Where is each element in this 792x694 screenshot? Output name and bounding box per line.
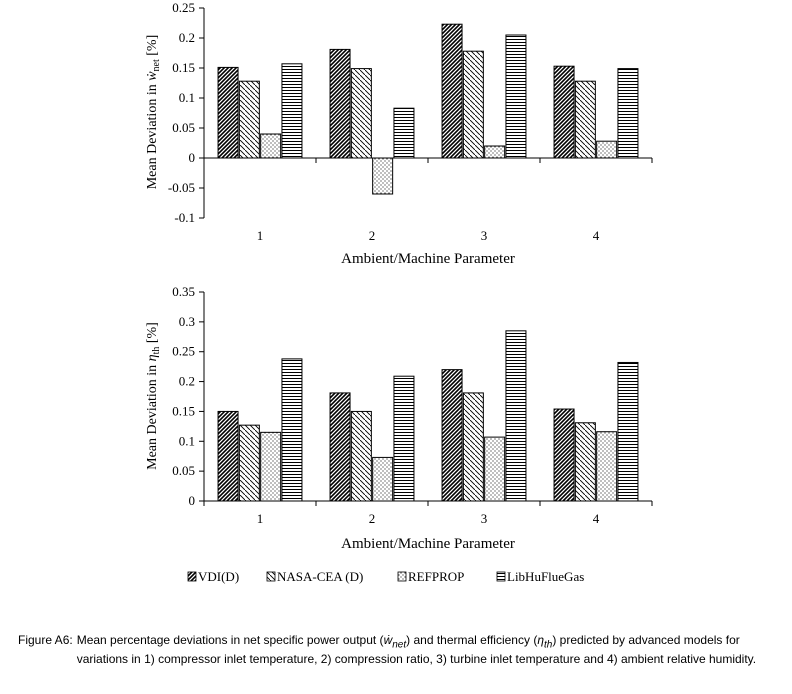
chart-eta-y-tick-label: 0.2 <box>179 374 195 389</box>
chart-eta-x-ticks: 1 2 3 4 <box>203 501 653 526</box>
chart-wnet-bar-vdi-3 <box>441 23 463 159</box>
chart-wnet-bar-libhu-3 <box>505 34 527 159</box>
chart-wnet-bar-nasa-1 <box>238 80 260 159</box>
chart-wnet-y-tick-label: 0.15 <box>172 60 195 75</box>
chart-wnet-y-tick-label: -0.1 <box>174 210 195 225</box>
chart-wnet-y-tick-label: -0.05 <box>168 180 195 195</box>
chart-wnet-y-tick-label: 0.25 <box>172 0 195 15</box>
chart-wnet-bar-refprop-3 <box>484 145 506 159</box>
legend-swatch-libhu <box>496 571 506 582</box>
chart-eta-y-axis-label: Mean Deviation in ηth [%] <box>145 322 162 470</box>
caption-text: Mean percentage deviations in net specif… <box>76 633 757 667</box>
legend-swatch-nasa <box>266 571 276 582</box>
chart-wnet-bar-libhu-4 <box>617 68 639 159</box>
chart-eta-category-label: 2 <box>369 511 376 526</box>
legend: VDI(D) NASA-CEA (D) REFPROP LibHuFlueGas <box>187 569 584 584</box>
chart-eta-y-ticks: 0 0.05 0.1 0.15 0.2 0.25 0.3 0.35 <box>172 284 204 508</box>
chart-wnet-bar-nasa-2 <box>350 68 372 159</box>
chart-eta-x-axis-label: Ambient/Machine Parameter <box>341 536 515 552</box>
legend-label-nasa: NASA-CEA (D) <box>277 569 363 584</box>
chart-eta-bar-libhu-2 <box>393 375 415 502</box>
chart-wnet-bar-libhu-1 <box>281 63 303 159</box>
chart-eta-category-label: 1 <box>257 511 264 526</box>
chart-eta-y-tick-label: 0.05 <box>172 463 195 478</box>
chart-eta-bar-vdi-2 <box>329 392 351 502</box>
chart-wnet-x-ticks: 1 2 3 4 <box>203 158 653 243</box>
legend-label-libhu: LibHuFlueGas <box>507 569 584 584</box>
chart-eta-bar-refprop-3 <box>484 436 506 502</box>
chart-eta-y-tick-label: 0 <box>189 493 196 508</box>
chart-eta: 0 0.05 0.1 0.15 0.2 0.25 0.3 0.35 1 2 3 4 Ambient/… <box>145 284 653 552</box>
chart-wnet-bar-vdi-1 <box>217 66 239 159</box>
chart-wnet-category-label: 1 <box>257 228 264 243</box>
chart-wnet-bar-refprop-4 <box>596 140 618 159</box>
chart-eta-y-tick-label: 0.35 <box>172 284 195 299</box>
chart-eta-bar-nasa-3 <box>462 392 484 502</box>
chart-eta-bar-vdi-3 <box>441 369 463 502</box>
chart-wnet-category-label: 3 <box>481 228 488 243</box>
legend-swatch-refprop <box>397 571 407 582</box>
caption-label: Figure A6: <box>18 633 73 647</box>
chart-wnet-y-axis-label: Mean Deviation in ẇnet [%] <box>145 35 162 190</box>
chart-wnet-bar-vdi-4 <box>553 65 575 159</box>
chart-eta-y-tick-label: 0.25 <box>172 344 195 359</box>
chart-wnet-y-tick-label: 0.2 <box>179 30 195 45</box>
chart-wnet: -0.1 -0.05 0 0.05 0.1 0.15 0.2 0.25 1 2 3 4 Ambien… <box>145 0 653 267</box>
chart-eta-bar-refprop-4 <box>596 431 618 502</box>
chart-eta-bar-libhu-1 <box>281 358 303 502</box>
chart-eta-bar-vdi-1 <box>217 410 239 502</box>
chart-eta-y-tick-label: 0.3 <box>179 314 195 329</box>
figure-caption: Figure A6: Mean percentage deviations in… <box>18 633 788 666</box>
figure-canvas: -0.1 -0.05 0 0.05 0.1 0.15 0.2 0.25 1 2 3 4 Ambien… <box>145 0 653 584</box>
chart-eta-bars <box>217 330 639 502</box>
chart-eta-category-label: 4 <box>593 511 600 526</box>
chart-wnet-bars <box>217 23 639 195</box>
chart-eta-bar-nasa-2 <box>350 410 372 502</box>
chart-wnet-x-axis-label: Ambient/Machine Parameter <box>341 251 515 267</box>
chart-wnet-y-tick-label: 0.1 <box>179 90 195 105</box>
chart-wnet-category-label: 2 <box>369 228 376 243</box>
chart-eta-bar-refprop-2 <box>372 456 394 502</box>
chart-wnet-category-label: 4 <box>593 228 600 243</box>
chart-wnet-bar-nasa-4 <box>574 80 596 159</box>
chart-eta-bar-libhu-4 <box>617 361 639 502</box>
chart-eta-bar-nasa-4 <box>574 422 596 502</box>
chart-wnet-bar-nasa-3 <box>462 50 484 159</box>
chart-eta-y-tick-label: 0.1 <box>179 433 195 448</box>
chart-wnet-y-tick-label: 0 <box>189 150 196 165</box>
legend-label-vdi: VDI(D) <box>198 569 239 584</box>
legend-label-refprop: REFPROP <box>408 569 464 584</box>
chart-eta-y-tick-label: 0.15 <box>172 403 195 418</box>
chart-wnet-bar-libhu-2 <box>393 107 415 159</box>
chart-eta-bar-libhu-3 <box>505 330 527 502</box>
chart-wnet-bar-refprop-2 <box>372 157 394 195</box>
legend-swatch-vdi <box>187 571 197 582</box>
chart-wnet-y-tick-label: 0.05 <box>172 120 195 135</box>
chart-wnet-bar-refprop-1 <box>260 133 282 159</box>
chart-wnet-y-ticks: -0.1 -0.05 0 0.05 0.1 0.15 0.2 0.25 <box>168 0 204 225</box>
chart-eta-category-label: 3 <box>481 511 488 526</box>
chart-eta-bar-refprop-1 <box>260 431 282 502</box>
chart-wnet-bar-vdi-2 <box>329 48 351 159</box>
chart-eta-bar-vdi-4 <box>553 408 575 502</box>
chart-eta-bar-nasa-1 <box>238 424 260 502</box>
